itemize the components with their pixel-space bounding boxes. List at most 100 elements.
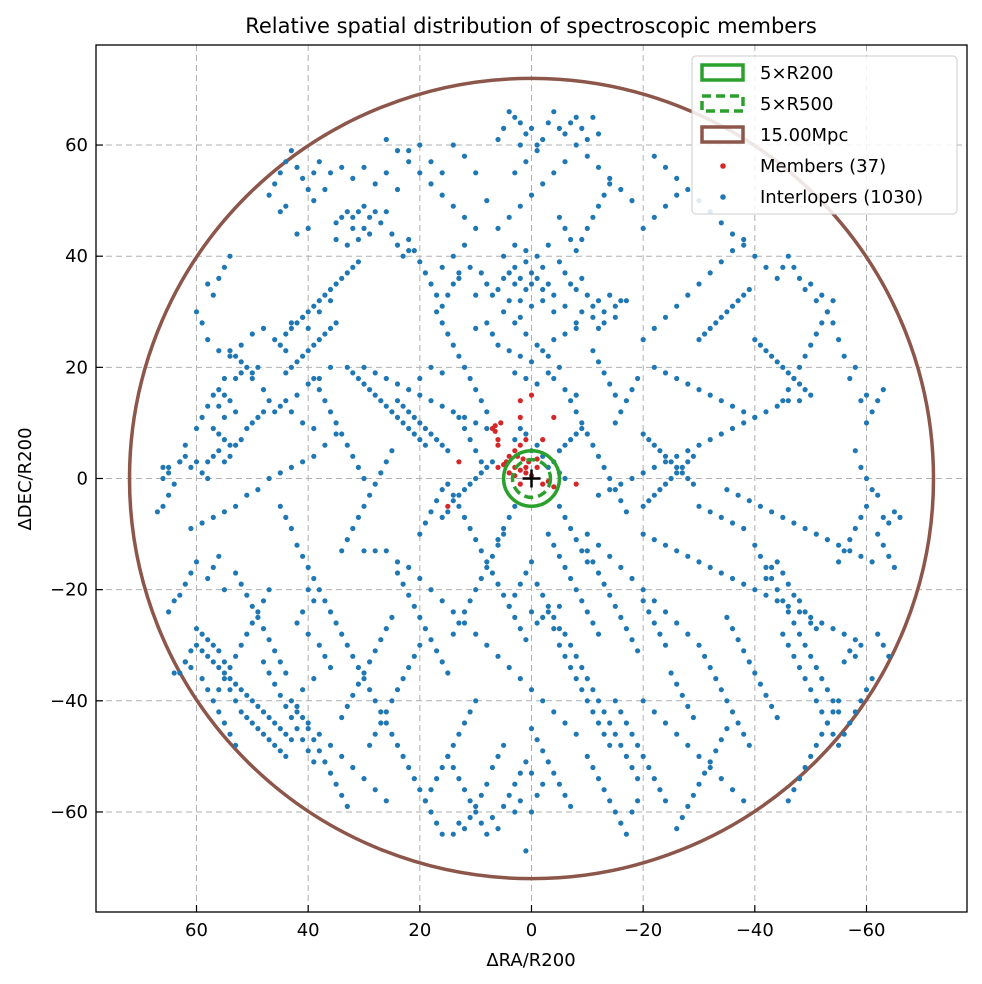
- data-point: [579, 548, 585, 554]
- data-point: [886, 553, 892, 559]
- data-point: [595, 720, 602, 726]
- data-point: [350, 653, 356, 659]
- data-point: [696, 781, 702, 787]
- data-point: [495, 653, 501, 659]
- data-point: [841, 631, 847, 637]
- data-point: [272, 648, 278, 654]
- data-point: [646, 437, 652, 443]
- data-point: [378, 398, 384, 404]
- data-point: [406, 764, 412, 771]
- data-point: [456, 353, 462, 359]
- data-point: [266, 192, 272, 198]
- data-point: [568, 575, 574, 582]
- data-point: [305, 225, 311, 231]
- data-point: [595, 325, 602, 331]
- data-point: [478, 792, 484, 798]
- data-point: [216, 448, 222, 454]
- data-point: [372, 698, 378, 704]
- data-point: [367, 687, 373, 693]
- data-point: [501, 742, 507, 748]
- data-point: [495, 136, 501, 143]
- data-point: [311, 575, 317, 582]
- data-point: [406, 148, 412, 154]
- data-point: [746, 659, 752, 665]
- y-tick-label-5: 40: [65, 246, 88, 267]
- data-point: [517, 467, 523, 473]
- data-point: [880, 542, 886, 548]
- data-point: [221, 437, 227, 443]
- data-point: [434, 292, 440, 298]
- data-point: [584, 531, 590, 537]
- data-point: [735, 720, 741, 726]
- data-point: [199, 648, 205, 654]
- data-point: [718, 514, 724, 521]
- circle-1500mpc: [127, 76, 936, 881]
- data-point: [584, 609, 590, 615]
- data-point: [506, 603, 512, 609]
- data-point: [517, 442, 523, 448]
- data-point: [249, 331, 255, 337]
- data-point: [517, 770, 523, 776]
- data-point: [288, 525, 294, 532]
- data-point: [260, 387, 267, 393]
- data-point: [607, 292, 613, 298]
- data-point: [205, 281, 211, 287]
- data-point: [316, 748, 322, 754]
- points-layer: [154, 109, 903, 854]
- data-point: [450, 342, 456, 348]
- data-point: [417, 642, 423, 648]
- data-point: [568, 398, 574, 404]
- data-point: [233, 681, 239, 687]
- data-point: [780, 364, 786, 370]
- data-point: [757, 553, 764, 559]
- data-point: [540, 437, 546, 443]
- data-point: [718, 570, 724, 576]
- data-point: [707, 759, 713, 765]
- data-point: [361, 548, 367, 554]
- data-point: [556, 364, 563, 370]
- data-point: [260, 409, 267, 415]
- data-point: [640, 225, 646, 231]
- data-point: [512, 114, 518, 120]
- data-point: [819, 676, 825, 682]
- data-point: [406, 664, 412, 671]
- data-point: [383, 626, 389, 632]
- data-point: [668, 459, 674, 465]
- data-point: [221, 670, 227, 676]
- data-point: [718, 776, 724, 782]
- data-point: [434, 648, 440, 654]
- data-point: [400, 676, 406, 682]
- x-tick-label-5: −40: [736, 920, 774, 941]
- data-point: [277, 470, 283, 476]
- data-point: [791, 264, 797, 270]
- data-point: [461, 787, 468, 793]
- data-point: [528, 609, 535, 615]
- data-point: [422, 425, 428, 432]
- data-point: [551, 292, 557, 298]
- data-point: [495, 464, 501, 470]
- data-point: [601, 309, 607, 315]
- data-point: [406, 564, 412, 571]
- y-tick-label-2: −20: [50, 580, 88, 601]
- data-point: [662, 798, 669, 804]
- data-point: [802, 353, 808, 359]
- data-point: [188, 648, 194, 654]
- data-point: [830, 731, 836, 737]
- data-point: [562, 387, 568, 393]
- data-point: [735, 298, 741, 304]
- circle-5r200: [501, 448, 562, 509]
- data-point: [339, 631, 345, 637]
- data-point: [629, 198, 635, 204]
- data-point: [495, 826, 501, 832]
- data-point: [422, 442, 428, 448]
- data-point: [796, 398, 803, 404]
- data-point: [473, 809, 479, 815]
- data-point: [171, 481, 177, 487]
- data-point: [216, 664, 222, 671]
- data-point: [166, 464, 172, 470]
- data-point: [300, 314, 306, 320]
- data-point: [618, 564, 624, 571]
- data-point: [305, 309, 311, 315]
- data-point: [484, 781, 490, 787]
- legend-label-0: 5×R200: [760, 63, 833, 84]
